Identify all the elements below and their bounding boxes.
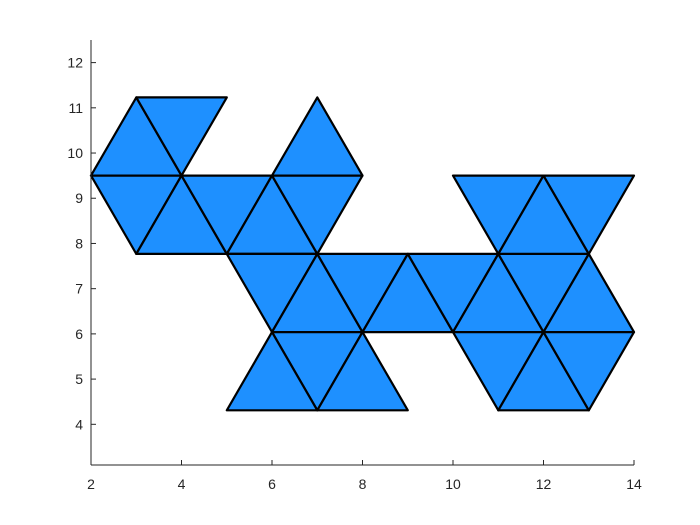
x-tick-label: 10 bbox=[445, 476, 461, 492]
y-tick-label: 6 bbox=[75, 326, 83, 342]
triangle-patches bbox=[89, 96, 636, 412]
y-tick-label: 7 bbox=[75, 281, 83, 297]
axes: 2 4 6 8 10 12 14 4 5 6 7 8 9 10 11 12 bbox=[67, 40, 642, 492]
y-ticks: 4 5 6 7 8 9 10 11 12 bbox=[67, 55, 96, 432]
x-tick-label: 4 bbox=[178, 476, 186, 492]
y-tick-label: 4 bbox=[75, 416, 83, 432]
x-ticks: 2 4 6 8 10 12 14 bbox=[87, 460, 642, 492]
triangle-patch-19 bbox=[316, 331, 409, 412]
y-tick-label: 12 bbox=[67, 55, 83, 71]
y-tick-label: 9 bbox=[75, 190, 83, 206]
x-tick-label: 2 bbox=[87, 476, 95, 492]
triangle-patch-8 bbox=[270, 174, 364, 255]
y-tick-label: 5 bbox=[75, 371, 83, 387]
triangle-patch-25 bbox=[542, 174, 636, 255]
y-tick-label: 10 bbox=[67, 145, 83, 161]
x-tick-label: 12 bbox=[536, 476, 552, 492]
x-tick-label: 14 bbox=[626, 476, 642, 492]
triangle-patch-2 bbox=[135, 96, 228, 177]
y-tick-label: 11 bbox=[68, 100, 83, 116]
triangle-patch-22 bbox=[542, 331, 636, 412]
y-tick-label: 8 bbox=[75, 235, 83, 251]
triangle-patch-18 bbox=[225, 331, 319, 412]
x-tick-label: 8 bbox=[359, 476, 367, 492]
x-tick-label: 6 bbox=[268, 476, 276, 492]
